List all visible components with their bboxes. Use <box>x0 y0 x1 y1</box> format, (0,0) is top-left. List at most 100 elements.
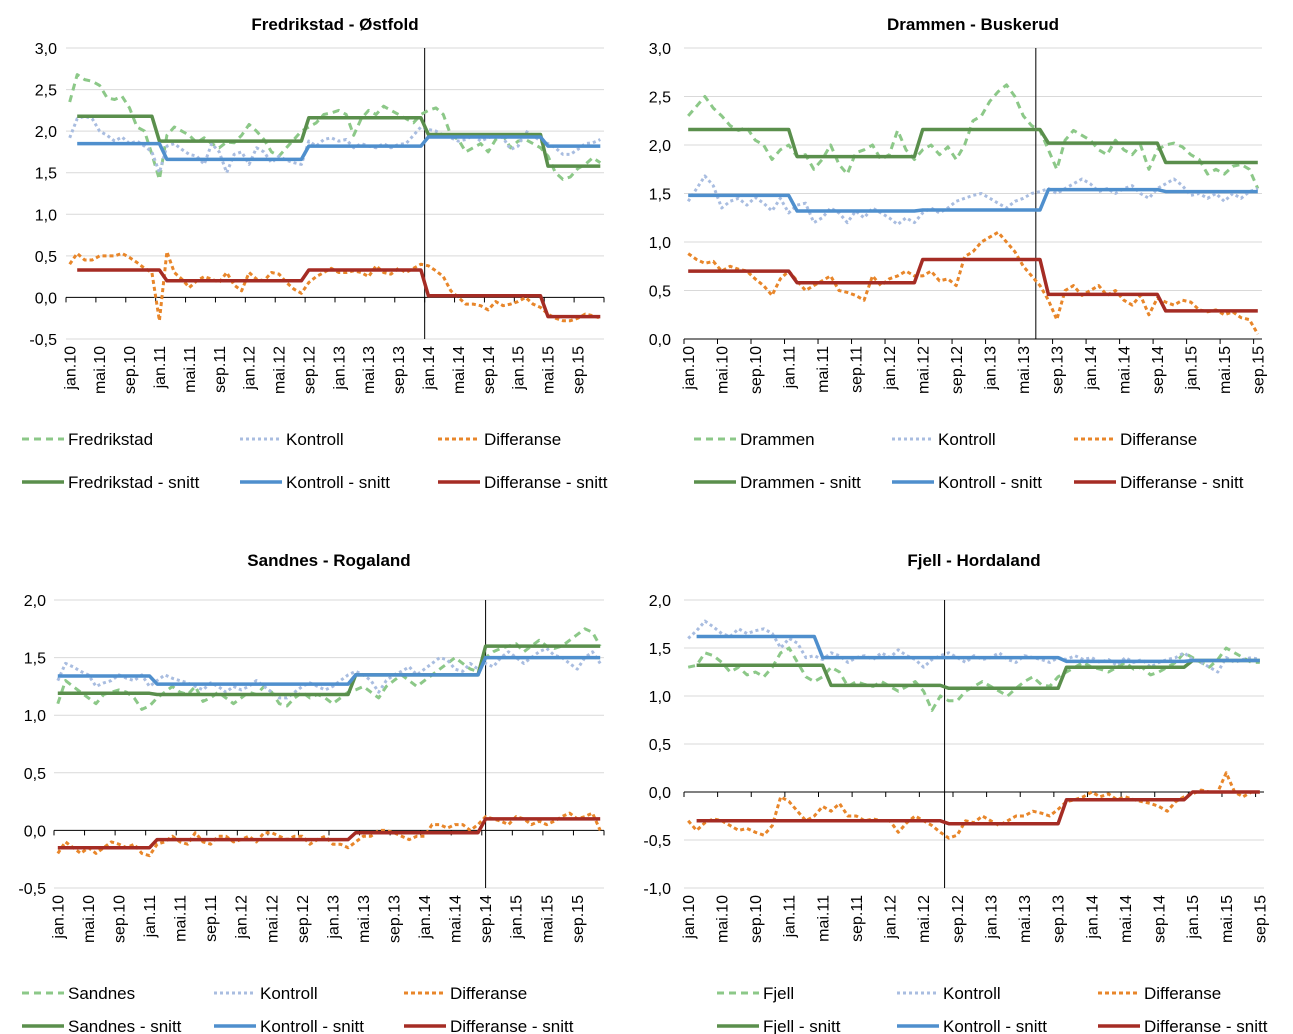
y-tick-label: -1,0 <box>643 881 671 898</box>
chart-title: Fjell - Hordaland <box>907 551 1040 570</box>
chart-drammen-buskerud: Drammen - Buskerud 3,0 2,5 2,0 1,5 1,0 0,5 0,0… <box>649 15 1268 492</box>
legend-label-town: Fredrikstad <box>68 430 153 449</box>
x-tick-label: mai.11 <box>173 895 190 942</box>
y-tick-label: 0,5 <box>24 766 46 783</box>
y-tick-label: 1,0 <box>649 235 671 252</box>
y-tick-label: -0,5 <box>29 332 57 349</box>
x-tick-label: mai.10 <box>92 346 109 394</box>
y-tick-label: 0,5 <box>649 284 671 301</box>
x-tick-label: sep.11 <box>848 346 865 393</box>
legend-label-town-snitt: Drammen - snitt <box>740 473 861 492</box>
x-tick-label: jan.14 <box>1083 346 1100 391</box>
x-tick-label: jan.12 <box>242 346 259 391</box>
x-tick-label: jan.13 <box>325 895 342 940</box>
series-line-differanse <box>687 230 1260 335</box>
x-tick-label: sep.14 <box>1152 895 1169 943</box>
y-tick-label: -0,5 <box>18 881 46 898</box>
x-tick-label: jan.13 <box>983 895 1000 940</box>
x-tick-label: mai.15 <box>539 895 556 943</box>
series-line-town <box>56 627 602 711</box>
series-line-differanse-snitt <box>688 257 1258 313</box>
x-tick-label: mai.11 <box>815 346 832 393</box>
y-tick-label: 0,0 <box>649 332 671 349</box>
series-line-town-snitt <box>688 127 1258 165</box>
x-tick-label: mai.12 <box>264 895 281 943</box>
x-tick-label: mai.13 <box>356 895 373 943</box>
x-tick-label: sep.12 <box>295 895 312 943</box>
legend-label-differanse: Differanse <box>484 430 561 449</box>
series-line-kontroll-snitt <box>696 634 1260 664</box>
x-tick-label: mai.11 <box>182 346 199 393</box>
x-tick-label: sep.15 <box>1252 895 1269 943</box>
x-tick-label: mai.12 <box>272 346 289 394</box>
x-tick-label: sep.11 <box>203 895 220 942</box>
legend-label-kontroll: Kontroll <box>943 984 1001 1003</box>
x-tick-label: jan.11 <box>781 346 798 390</box>
x-tick-label: mai.15 <box>1217 346 1234 394</box>
x-tick-label: sep.10 <box>748 895 765 943</box>
y-tick-label: -0,5 <box>643 833 671 850</box>
x-tick-label: jan.14 <box>421 346 438 391</box>
legend-label-differanse-snitt: Differanse - snitt <box>450 1017 574 1034</box>
y-tick-label: 0,0 <box>24 823 46 840</box>
x-tick-label: jan.10 <box>50 895 67 940</box>
series-line-differanse <box>68 250 601 323</box>
x-tick-label: sep.14 <box>1150 346 1167 394</box>
legend-label-kontroll-snitt: Kontroll - snitt <box>286 473 390 492</box>
x-tick-label: mai.10 <box>81 895 98 943</box>
series-line-town <box>687 83 1260 190</box>
y-tick-label: 2,0 <box>649 593 671 610</box>
y-tick-label: 2,0 <box>649 138 671 155</box>
chart-title: Drammen - Buskerud <box>887 15 1059 34</box>
y-tick-label: 1,0 <box>35 207 57 224</box>
x-tick-label: mai.12 <box>916 895 933 943</box>
x-tick-label: jan.12 <box>883 895 900 940</box>
x-tick-label: sep.10 <box>122 346 139 394</box>
legend-label-kontroll: Kontroll <box>260 984 318 1003</box>
x-tick-label: jan.10 <box>62 346 79 391</box>
x-tick-label: jan.13 <box>982 346 999 391</box>
x-tick-label: sep.12 <box>949 346 966 394</box>
series-line-differanse-snitt <box>77 268 601 319</box>
x-tick-label: mai.11 <box>815 895 832 942</box>
legend-label-differanse: Differanse <box>1144 984 1221 1003</box>
y-tick-label: 0,5 <box>649 737 671 754</box>
x-tick-label: mai.14 <box>1116 346 1133 394</box>
y-tick-label: 1,5 <box>24 651 46 668</box>
x-tick-label: jan.10 <box>681 346 698 391</box>
legend-label-town-snitt: Sandnes - snitt <box>68 1017 182 1034</box>
y-tick-label: 0,0 <box>649 785 671 802</box>
x-tick-label: sep.15 <box>1250 346 1267 394</box>
x-tick-label: mai.15 <box>541 346 558 394</box>
series-line-kontroll-snitt <box>77 135 601 162</box>
x-tick-label: jan.15 <box>1185 895 1202 940</box>
x-tick-label: jan.15 <box>1183 346 1200 391</box>
x-tick-label: sep.14 <box>481 346 498 394</box>
x-tick-label: jan.15 <box>511 346 528 391</box>
x-tick-label: sep.13 <box>387 895 404 943</box>
x-tick-label: mai.15 <box>1219 895 1236 943</box>
x-tick-label: mai.14 <box>1118 895 1135 943</box>
legend-label-differanse: Differanse <box>1120 430 1197 449</box>
legend-label-kontroll-snitt: Kontroll - snitt <box>938 473 1042 492</box>
x-tick-label: sep.10 <box>748 346 765 394</box>
x-tick-label: mai.13 <box>1017 895 1034 943</box>
series-line-differanse-snitt <box>57 817 601 850</box>
y-tick-label: 2,0 <box>35 124 57 141</box>
y-tick-label: 0,5 <box>35 249 57 266</box>
chart-fjell-hordaland: Fjell - Hordaland 2,0 1,5 1,0 0,5 0,0 -0,5 -1,… <box>643 551 1269 1034</box>
x-tick-label: mai.14 <box>451 346 468 394</box>
y-tick-label: 3,0 <box>35 41 57 58</box>
legend-label-kontroll-snitt: Kontroll - snitt <box>943 1017 1047 1034</box>
legend-label-town: Drammen <box>740 430 815 449</box>
y-tick-label: 1,5 <box>649 187 671 204</box>
x-tick-label: jan.11 <box>152 346 169 390</box>
series-line-town <box>68 73 602 181</box>
chart-title: Fredrikstad - Østfold <box>251 15 418 34</box>
x-tick-label: sep.14 <box>478 895 495 943</box>
x-tick-label: jan.10 <box>681 895 698 940</box>
chart-sandnes-rogaland: Sandnes - Rogaland 2,01,51,00,50,0-0,5ja… <box>18 551 605 1034</box>
y-tick-label: 2,0 <box>24 593 46 610</box>
x-tick-label: sep.15 <box>570 895 587 943</box>
